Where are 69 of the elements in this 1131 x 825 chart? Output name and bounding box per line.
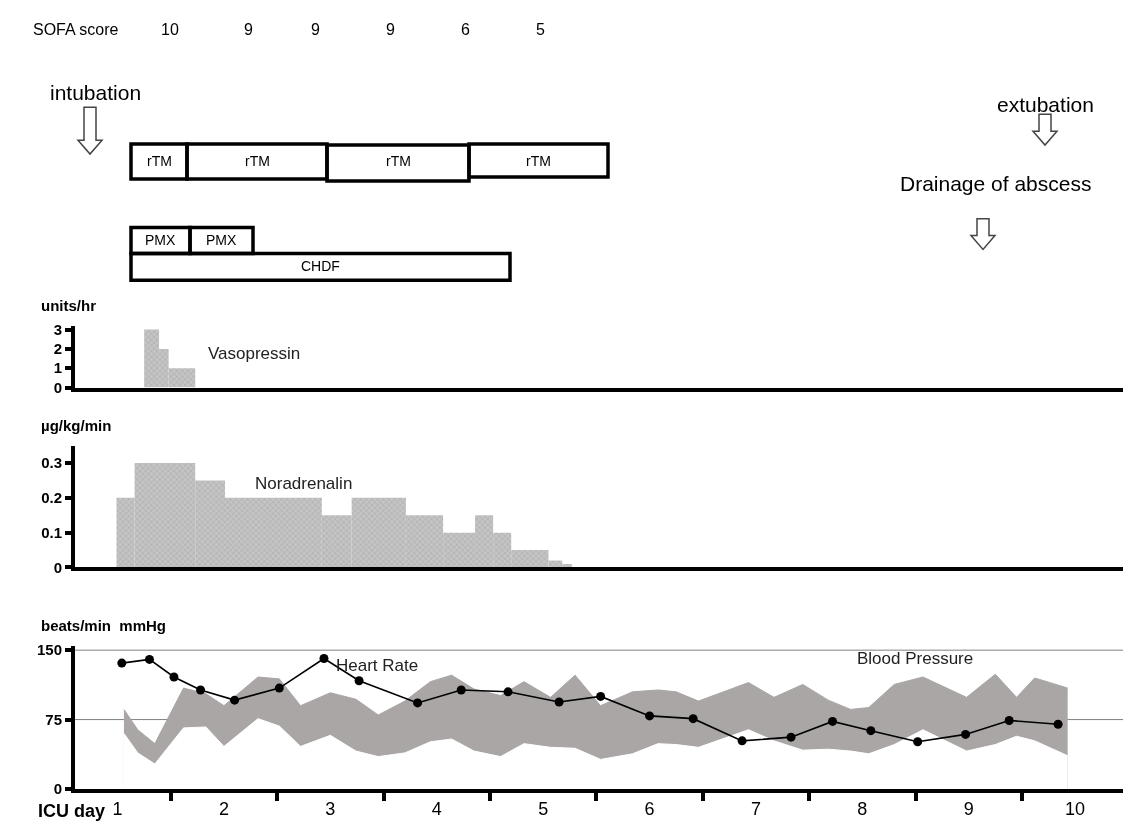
text: Drainage of abscess — [900, 172, 1092, 195]
point — [456, 685, 466, 695]
point — [1053, 719, 1063, 729]
point — [169, 672, 179, 682]
x-tick-label: 7 — [750, 798, 761, 819]
series-label: Blood Pressure — [857, 649, 974, 668]
point — [737, 736, 747, 746]
annotation: Noradrenalin — [255, 474, 353, 493]
x-tick-label: 9 — [963, 798, 974, 819]
point — [596, 691, 606, 701]
point — [688, 714, 698, 724]
text: CHDF — [301, 258, 340, 274]
y-tick-label: 1 — [53, 359, 62, 377]
point — [554, 697, 564, 707]
text: rTM — [245, 153, 270, 169]
point — [786, 732, 796, 742]
x-tick-label: 1 — [112, 798, 123, 819]
y-tick-label: 150 — [36, 641, 62, 659]
text: rTM — [526, 153, 551, 169]
point — [196, 685, 206, 695]
y-tick-label: 0 — [53, 558, 62, 576]
x-tick-label: 6 — [644, 798, 655, 819]
y-tick-label: 0.2 — [41, 489, 62, 507]
point — [354, 676, 364, 686]
y-tick-label: 2 — [53, 340, 62, 358]
point — [828, 716, 838, 726]
y-axis-title: µg/kg/min — [41, 417, 112, 434]
text: extubation — [997, 93, 1094, 116]
point — [866, 726, 876, 736]
x-tick-label: 4 — [431, 798, 442, 819]
text: 9 — [311, 21, 320, 38]
y-axis-title: beats/min mmHg — [41, 617, 167, 634]
text: intubation — [50, 81, 142, 104]
point — [144, 654, 154, 664]
text: 9 — [386, 21, 395, 38]
text: 5 — [536, 21, 545, 38]
y-tick-label: 75 — [45, 710, 62, 728]
text: 6 — [461, 21, 470, 38]
point — [319, 653, 329, 663]
text: SOFA score — [33, 21, 119, 38]
x-tick-label: 5 — [538, 798, 549, 819]
x-tick-label: 10 — [1065, 798, 1086, 819]
x-axis-title: ICU day — [38, 801, 106, 821]
x-tick-label: 2 — [218, 798, 229, 819]
point — [1004, 716, 1014, 725]
text: rTM — [147, 153, 172, 169]
point — [913, 737, 923, 747]
text: rTM — [386, 153, 411, 169]
x-tick-label: 8 — [857, 798, 868, 819]
x-tick-label: 3 — [325, 798, 336, 819]
y-tick-label: 0.1 — [41, 523, 62, 541]
y-axis-title: units/hr — [41, 297, 97, 314]
point — [230, 695, 240, 705]
text: 9 — [244, 21, 253, 38]
point — [503, 687, 513, 697]
y-tick-label: 0.3 — [41, 454, 62, 472]
point — [274, 683, 284, 693]
y-tick-label: 0 — [53, 780, 62, 798]
point — [413, 698, 423, 708]
annotation: Vasopressin — [208, 344, 301, 363]
point — [645, 711, 655, 721]
text: 10 — [161, 21, 179, 38]
text: PMX — [145, 232, 176, 248]
point — [117, 658, 127, 668]
series-label: Heart Rate — [336, 656, 419, 675]
y-tick-label: 3 — [53, 320, 62, 338]
y-tick-label: 0 — [53, 378, 62, 396]
point — [961, 729, 971, 739]
text: PMX — [206, 232, 237, 248]
